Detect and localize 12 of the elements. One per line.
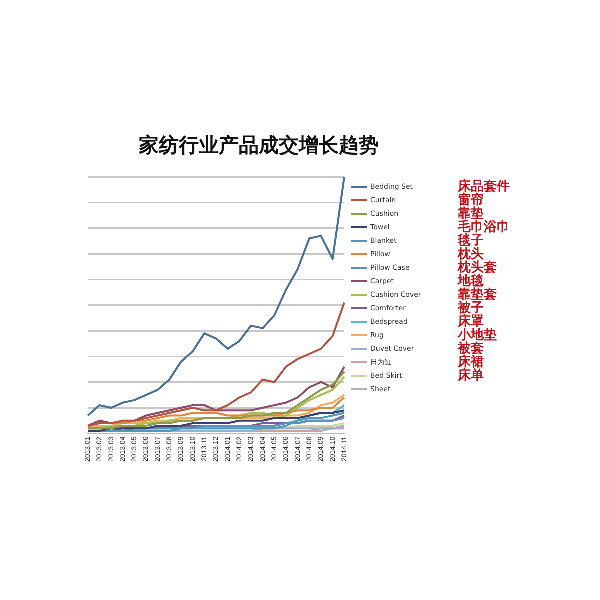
text: 小地垫	[457, 328, 497, 343]
text: 枕头套	[457, 260, 497, 276]
text: 靠垫	[457, 206, 484, 222]
text: 靠垫套	[457, 287, 497, 302]
text: 地毯	[457, 274, 484, 289]
text: 窗帘	[458, 192, 484, 208]
text: 床罩	[457, 313, 484, 330]
text: 枕头	[457, 246, 484, 262]
text: 毛巾浴巾	[457, 218, 510, 235]
text: 毯子	[457, 233, 484, 248]
chart-title: 家纺行业产品成交增长趋势	[138, 133, 379, 158]
text: 床单	[457, 367, 484, 384]
